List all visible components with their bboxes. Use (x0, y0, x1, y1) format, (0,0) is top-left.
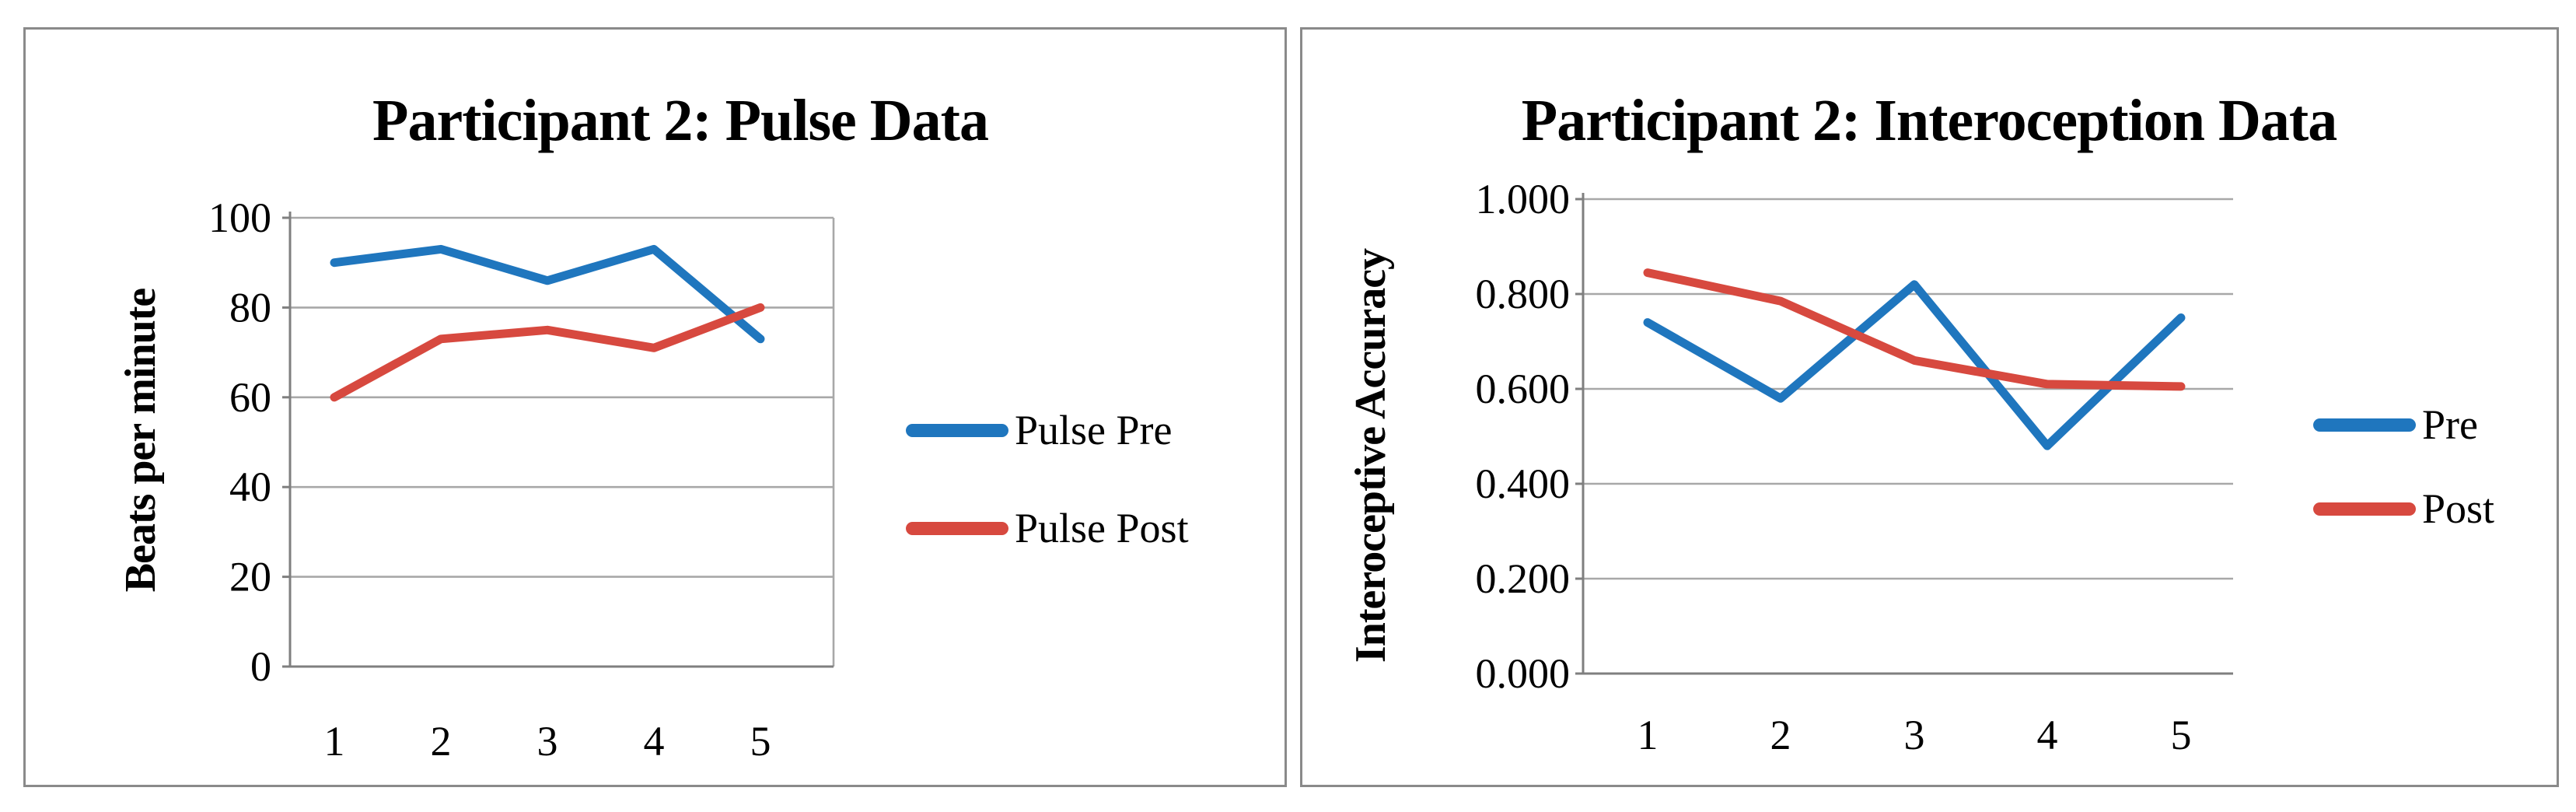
y-tick-label: 1.000 (1476, 176, 1571, 222)
y-tick-label: 0.600 (1476, 366, 1571, 412)
series-line-pulse-post (330, 303, 765, 402)
legend-item-post: Post (2313, 484, 2494, 534)
y-tick-label: 40 (229, 464, 271, 510)
chart-panel-pulse: Participant 2: Pulse Data Beats per minu… (23, 27, 1287, 787)
chart-title: Participant 2: Pulse Data (372, 88, 989, 153)
y-tick-label: 100 (208, 194, 271, 241)
legend-item-pulse-pre: Pulse Pre (906, 405, 1173, 455)
plot-area: 0.000 0.200 0.400 0.600 0.800 1.000 1 2 3 4 5 (1476, 176, 2233, 758)
x-tick-label: 5 (750, 718, 771, 765)
chart-title: Participant 2: Interoception Data (1521, 88, 2337, 153)
chart-panel-interoception: Participant 2: Interoception Data Intero… (1300, 27, 2559, 787)
y-tick-label: 0.200 (1476, 555, 1571, 602)
legend-swatch-pre (2313, 418, 2416, 432)
legend-label: Post (2422, 485, 2495, 532)
x-tick-label: 2 (1770, 712, 1791, 758)
legend-item-pre: Pre (2313, 400, 2478, 450)
legend-swatch-post (2313, 502, 2416, 516)
x-tick-label: 4 (644, 718, 665, 765)
legend-swatch-pulse-post (906, 521, 1008, 535)
y-tick-label: 0.400 (1476, 460, 1571, 507)
y-tick-label: 80 (229, 284, 271, 331)
plot-area: 0 20 40 60 80 100 1 2 3 4 5 (208, 194, 835, 765)
y-tick-label: 0.000 (1476, 650, 1571, 697)
series-line-post (1643, 268, 2186, 391)
legend-label: Pulse Post (1015, 505, 1189, 551)
legend-label: Pulse Pre (1015, 407, 1173, 453)
x-tick-label: 3 (1904, 712, 1925, 758)
y-tick-label: 0 (250, 643, 271, 690)
legend-label: Pre (2422, 401, 2478, 448)
series-line-pre (1643, 280, 2186, 450)
legend-item-pulse-post: Pulse Post (906, 503, 1189, 553)
y-tick-label: 60 (229, 374, 271, 421)
x-tick-label: 3 (537, 718, 558, 765)
x-tick-label: 2 (431, 718, 452, 765)
x-tick-label: 1 (324, 718, 345, 765)
y-tick-label: 0.800 (1476, 271, 1571, 317)
series-line-pulse-pre (330, 244, 765, 344)
y-tick-label: 20 (229, 554, 271, 600)
x-tick-label: 4 (2037, 712, 2058, 758)
legend-swatch-pulse-pre (906, 423, 1008, 437)
x-tick-label: 1 (1638, 712, 1658, 758)
x-tick-label: 5 (2171, 712, 2192, 758)
